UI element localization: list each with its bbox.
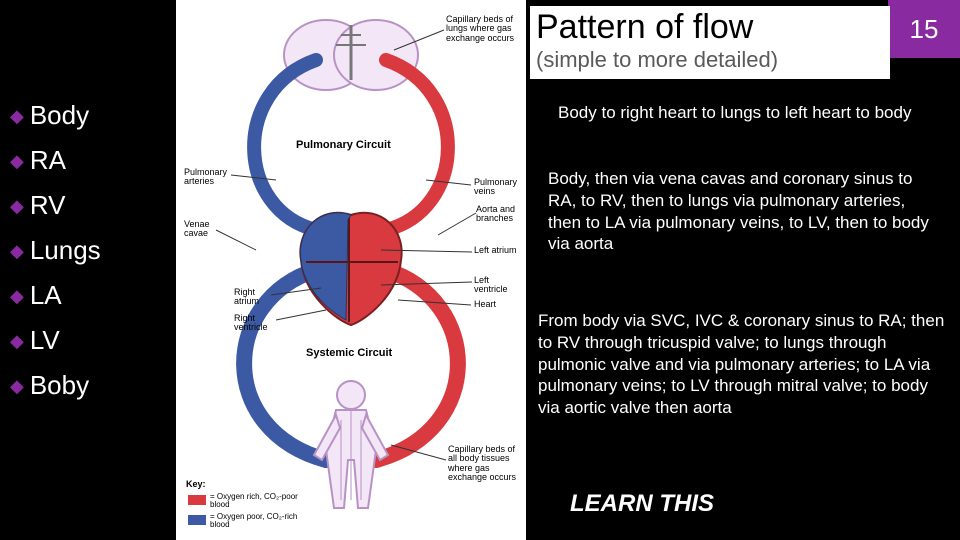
list-item: ◆ Body	[10, 100, 170, 131]
legend-swatches	[188, 495, 206, 525]
label-aorta: Aorta and branches	[476, 205, 526, 224]
label-lv: Left ventricle	[474, 276, 522, 295]
label-ra: Right atrium	[234, 288, 274, 307]
label-cap-body: Capillary beds of all body tissues where…	[448, 445, 520, 483]
slide-number: 15	[910, 14, 939, 45]
bullet-label: Lungs	[30, 235, 101, 266]
bullet-label: RV	[30, 190, 66, 221]
label-pulm-arteries: Pulmonary arteries	[184, 168, 239, 187]
label-key-poor: = Oxygen poor, CO₂-rich blood	[210, 513, 300, 530]
bullet-label: LA	[30, 280, 62, 311]
bullet-label: Boby	[30, 370, 89, 401]
circulation-diagram: Capillary beds of lungs where gas exchan…	[176, 0, 526, 540]
label-cap-lungs: Capillary beds of lungs where gas exchan…	[446, 15, 518, 43]
bullet-icon: ◆	[10, 107, 24, 125]
bullet-label: Body	[30, 100, 89, 131]
list-item: ◆ LV	[10, 325, 170, 356]
slide-title: Pattern of flow	[530, 6, 890, 47]
body-figure	[314, 381, 388, 508]
list-item: ◆ Boby	[10, 370, 170, 401]
bullet-icon: ◆	[10, 152, 24, 170]
slide-number-badge: 15	[888, 0, 960, 58]
bullet-icon: ◆	[10, 242, 24, 260]
label-pulm-circuit: Pulmonary Circuit	[296, 140, 391, 152]
learn-this-callout: LEARN THIS	[570, 490, 714, 518]
bullet-icon: ◆	[10, 332, 24, 350]
flow-bullet-list: ◆ Body ◆ RA ◆ RV ◆ Lungs ◆ LA ◆ LV ◆ Bob…	[10, 100, 170, 415]
heart-shape	[300, 213, 401, 325]
label-venae: Venae cavae	[184, 220, 229, 239]
bullet-label: RA	[30, 145, 66, 176]
label-la: Left atrium	[474, 246, 522, 255]
lungs-shape	[284, 20, 418, 90]
list-item: ◆ Lungs	[10, 235, 170, 266]
bullet-label: LV	[30, 325, 60, 356]
label-sys-circuit: Systemic Circuit	[306, 348, 392, 360]
bullet-icon: ◆	[10, 197, 24, 215]
list-item: ◆ RA	[10, 145, 170, 176]
slide-subtitle: (simple to more detailed)	[530, 47, 890, 79]
label-heart: Heart	[474, 300, 496, 309]
label-rv: Right ventricle	[234, 314, 279, 333]
description-simple: Body to right heart to lungs to left hea…	[558, 102, 918, 124]
slide: 15 Pattern of flow (simple to more detai…	[0, 0, 960, 540]
description-medium: Body, then via vena cavas and coronary s…	[548, 168, 940, 255]
label-key: Key:	[186, 480, 206, 489]
label-pulm-veins: Pulmonary veins	[474, 178, 524, 197]
bullet-icon: ◆	[10, 377, 24, 395]
list-item: ◆ LA	[10, 280, 170, 311]
description-detailed: From body via SVC, IVC & coronary sinus …	[538, 310, 948, 419]
list-item: ◆ RV	[10, 190, 170, 221]
label-key-rich: = Oxygen rich, CO₂-poor blood	[210, 493, 300, 510]
title-block: Pattern of flow (simple to more detailed…	[530, 6, 890, 79]
bullet-icon: ◆	[10, 287, 24, 305]
